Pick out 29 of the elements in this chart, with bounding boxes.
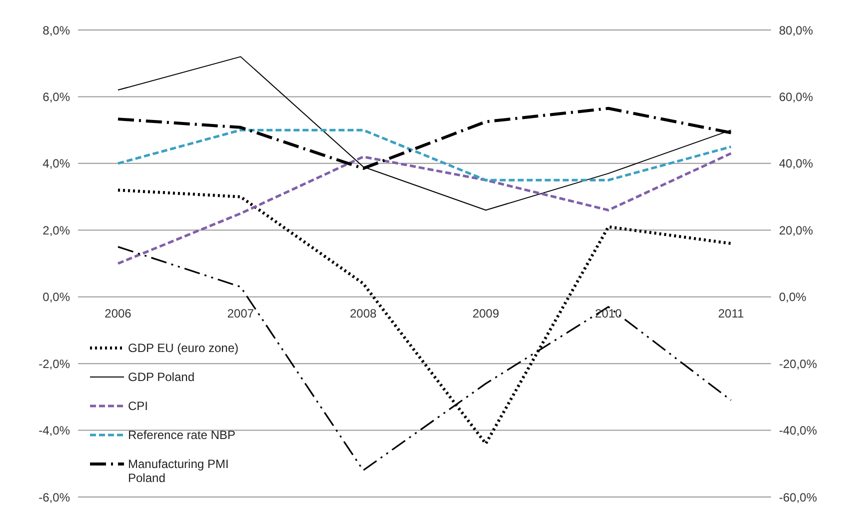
x-tick-label: 2011 (718, 306, 744, 320)
x-tick-label: 2008 (350, 306, 377, 320)
y-tick-label: 2,0% (42, 223, 70, 238)
y2-tick-label: -40,0% (779, 424, 818, 438)
y-tick-label: -6,0% (38, 490, 70, 504)
legend-label: CPI (128, 399, 148, 413)
x-tick-label: 2009 (472, 306, 500, 320)
y-tick-label: 8,0% (42, 23, 70, 38)
line-series (116, 152, 732, 265)
legend-label: GDP Poland (128, 370, 194, 384)
y-tick-label: -2,0% (38, 356, 70, 371)
y2-tick-label: 20,0% (779, 223, 814, 238)
y-tick-label: 4,0% (42, 156, 70, 171)
line-series (118, 56, 732, 211)
legend-label: Manufacturing PMI Poland (128, 457, 230, 485)
legend-label: Reference rate NBP (128, 428, 236, 442)
line-series (116, 128, 732, 182)
legend-label: GDP EU (euro zone) (128, 341, 238, 355)
y-tick-label: -4,0% (38, 424, 70, 438)
y2-tick-label: -60,0% (779, 490, 818, 504)
y2-tick-label: 60,0% (779, 90, 814, 104)
y2-tick-label: -20,0% (779, 356, 818, 371)
x-tick-label: 2006 (104, 306, 132, 320)
y2-tick-label: 0,0% (779, 290, 807, 304)
y-tick-label: 6,0% (42, 90, 70, 104)
y2-tick-label: 80,0% (779, 23, 814, 38)
x-tick-label: 2007 (227, 306, 254, 320)
y-tick-label: 0,0% (42, 290, 70, 304)
y2-tick-label: 40,0% (779, 156, 814, 171)
